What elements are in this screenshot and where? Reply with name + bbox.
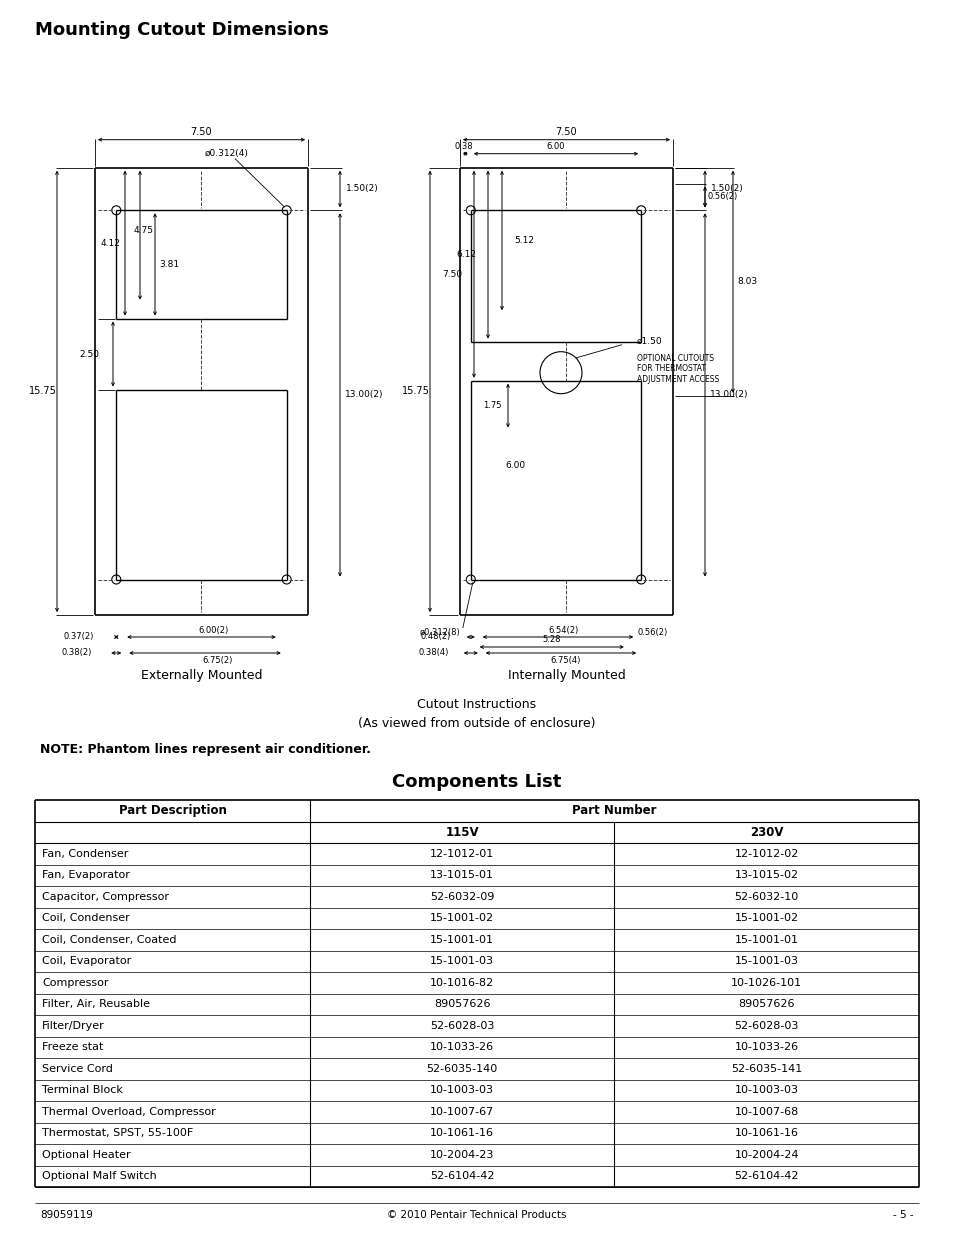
Text: 6.12: 6.12 [456, 251, 476, 259]
Text: Freeze stat: Freeze stat [42, 1042, 103, 1052]
Text: 6.75(4): 6.75(4) [550, 656, 580, 664]
Text: 10-1003-03: 10-1003-03 [430, 1086, 494, 1095]
Text: 6.00: 6.00 [546, 142, 564, 151]
Text: 15-1001-02: 15-1001-02 [430, 913, 494, 924]
Text: 6.00(2): 6.00(2) [198, 625, 229, 635]
Text: Cutout Instructions: Cutout Instructions [417, 699, 536, 711]
Text: 0.56(2): 0.56(2) [707, 193, 738, 201]
Text: 5.28: 5.28 [542, 636, 560, 645]
Text: Coil, Evaporator: Coil, Evaporator [42, 956, 132, 966]
Text: Thermal Overload, Compressor: Thermal Overload, Compressor [42, 1107, 215, 1116]
Text: 10-1061-16: 10-1061-16 [430, 1129, 494, 1139]
Text: 1.50(2): 1.50(2) [710, 184, 742, 194]
Text: 89057626: 89057626 [434, 999, 490, 1009]
Text: 10-1061-16: 10-1061-16 [734, 1129, 798, 1139]
Text: 15-1001-01: 15-1001-01 [734, 935, 798, 945]
Text: 52-6028-03: 52-6028-03 [734, 1021, 798, 1031]
Text: 230V: 230V [749, 826, 782, 839]
Text: 10-1016-82: 10-1016-82 [430, 978, 494, 988]
Text: 0.38: 0.38 [454, 142, 473, 151]
Text: Part Description: Part Description [118, 804, 226, 818]
Text: 13.00(2): 13.00(2) [709, 390, 747, 399]
Text: 10-1007-67: 10-1007-67 [430, 1107, 494, 1116]
Text: 13-1015-01: 13-1015-01 [430, 871, 494, 881]
Text: 10-1003-03: 10-1003-03 [734, 1086, 798, 1095]
Text: Coil, Condenser, Coated: Coil, Condenser, Coated [42, 935, 176, 945]
Text: 10-2004-24: 10-2004-24 [734, 1150, 799, 1160]
Text: Thermostat, SPST, 55-100F: Thermostat, SPST, 55-100F [42, 1129, 193, 1139]
Text: 1.75: 1.75 [483, 401, 501, 410]
Text: NOTE: Phantom lines represent air conditioner.: NOTE: Phantom lines represent air condit… [40, 743, 371, 757]
Text: 6.75(2): 6.75(2) [202, 656, 233, 664]
Text: 2.50: 2.50 [79, 350, 99, 358]
Text: 7.50: 7.50 [555, 127, 577, 137]
Text: 6.00: 6.00 [504, 462, 524, 471]
Text: Optional Heater: Optional Heater [42, 1150, 131, 1160]
Text: Capacitor, Compressor: Capacitor, Compressor [42, 892, 169, 902]
Text: 3.81: 3.81 [159, 259, 179, 269]
Text: 52-6032-10: 52-6032-10 [734, 892, 798, 902]
Text: © 2010 Pentair Technical Products: © 2010 Pentair Technical Products [387, 1210, 566, 1220]
Text: 52-6028-03: 52-6028-03 [430, 1021, 494, 1031]
Text: 10-1007-68: 10-1007-68 [734, 1107, 798, 1116]
Text: Service Cord: Service Cord [42, 1063, 112, 1073]
Text: Optional Malf Switch: Optional Malf Switch [42, 1171, 156, 1181]
Text: 15-1001-03: 15-1001-03 [734, 956, 798, 966]
Text: Coil, Condenser: Coil, Condenser [42, 913, 130, 924]
Text: ø1.50: ø1.50 [637, 337, 662, 346]
Text: Fan, Condenser: Fan, Condenser [42, 848, 129, 858]
Text: 0.37(2): 0.37(2) [64, 632, 94, 641]
Text: Terminal Block: Terminal Block [42, 1086, 123, 1095]
Text: OPTIONAL CUTOUTS
FOR THERMOSTAT
ADJUSTMENT ACCESS: OPTIONAL CUTOUTS FOR THERMOSTAT ADJUSTME… [637, 353, 719, 384]
Text: 15-1001-03: 15-1001-03 [430, 956, 494, 966]
Text: 52-6032-09: 52-6032-09 [430, 892, 494, 902]
Text: Externally Mounted: Externally Mounted [141, 668, 262, 682]
Text: (As viewed from outside of enclosure): (As viewed from outside of enclosure) [358, 716, 595, 730]
Text: 52-6035-141: 52-6035-141 [730, 1063, 801, 1073]
Text: 52-6104-42: 52-6104-42 [734, 1171, 799, 1181]
Text: ø0.312(4): ø0.312(4) [205, 149, 249, 158]
Text: 15.75: 15.75 [29, 387, 57, 396]
Text: 10-1033-26: 10-1033-26 [430, 1042, 494, 1052]
Text: Mounting Cutout Dimensions: Mounting Cutout Dimensions [35, 21, 329, 40]
Text: 4.75: 4.75 [133, 226, 153, 235]
Text: 7.50: 7.50 [441, 269, 461, 279]
Text: 12-1012-01: 12-1012-01 [430, 848, 494, 858]
Text: 1.50(2): 1.50(2) [345, 184, 378, 194]
Text: 7.50: 7.50 [191, 127, 213, 137]
Text: Filter/Dryer: Filter/Dryer [42, 1021, 105, 1031]
Text: 6.54(2): 6.54(2) [548, 625, 578, 635]
Text: 15-1001-01: 15-1001-01 [430, 935, 494, 945]
Text: Fan, Evaporator: Fan, Evaporator [42, 871, 130, 881]
Text: 10-1026-101: 10-1026-101 [730, 978, 801, 988]
Text: Internally Mounted: Internally Mounted [507, 668, 625, 682]
Text: 12-1012-02: 12-1012-02 [734, 848, 798, 858]
Text: 0.38(2): 0.38(2) [62, 648, 92, 657]
Text: 89059119: 89059119 [40, 1210, 92, 1220]
Text: Components List: Components List [392, 773, 561, 790]
Text: Part Number: Part Number [572, 804, 656, 818]
Text: 115V: 115V [445, 826, 478, 839]
Text: 52-6035-140: 52-6035-140 [426, 1063, 497, 1073]
Text: Filter, Air, Reusable: Filter, Air, Reusable [42, 999, 150, 1009]
Text: 8.03: 8.03 [736, 277, 757, 287]
Text: - 5 -: - 5 - [892, 1210, 913, 1220]
Text: ø0.312(8): ø0.312(8) [419, 629, 460, 637]
Text: Compressor: Compressor [42, 978, 109, 988]
Text: 0.48(2): 0.48(2) [420, 632, 451, 641]
Text: 15-1001-02: 15-1001-02 [734, 913, 798, 924]
Text: 13-1015-02: 13-1015-02 [734, 871, 798, 881]
Text: 15.75: 15.75 [401, 387, 430, 396]
Text: 0.38(4): 0.38(4) [418, 648, 448, 657]
Text: 0.56(2): 0.56(2) [638, 629, 667, 637]
Text: 89057626: 89057626 [738, 999, 794, 1009]
Text: 13.00(2): 13.00(2) [344, 390, 383, 399]
Text: 10-2004-23: 10-2004-23 [430, 1150, 494, 1160]
Text: 10-1033-26: 10-1033-26 [734, 1042, 798, 1052]
Text: 5.12: 5.12 [514, 236, 534, 245]
Text: 52-6104-42: 52-6104-42 [430, 1171, 494, 1181]
Text: 4.12: 4.12 [101, 238, 121, 247]
